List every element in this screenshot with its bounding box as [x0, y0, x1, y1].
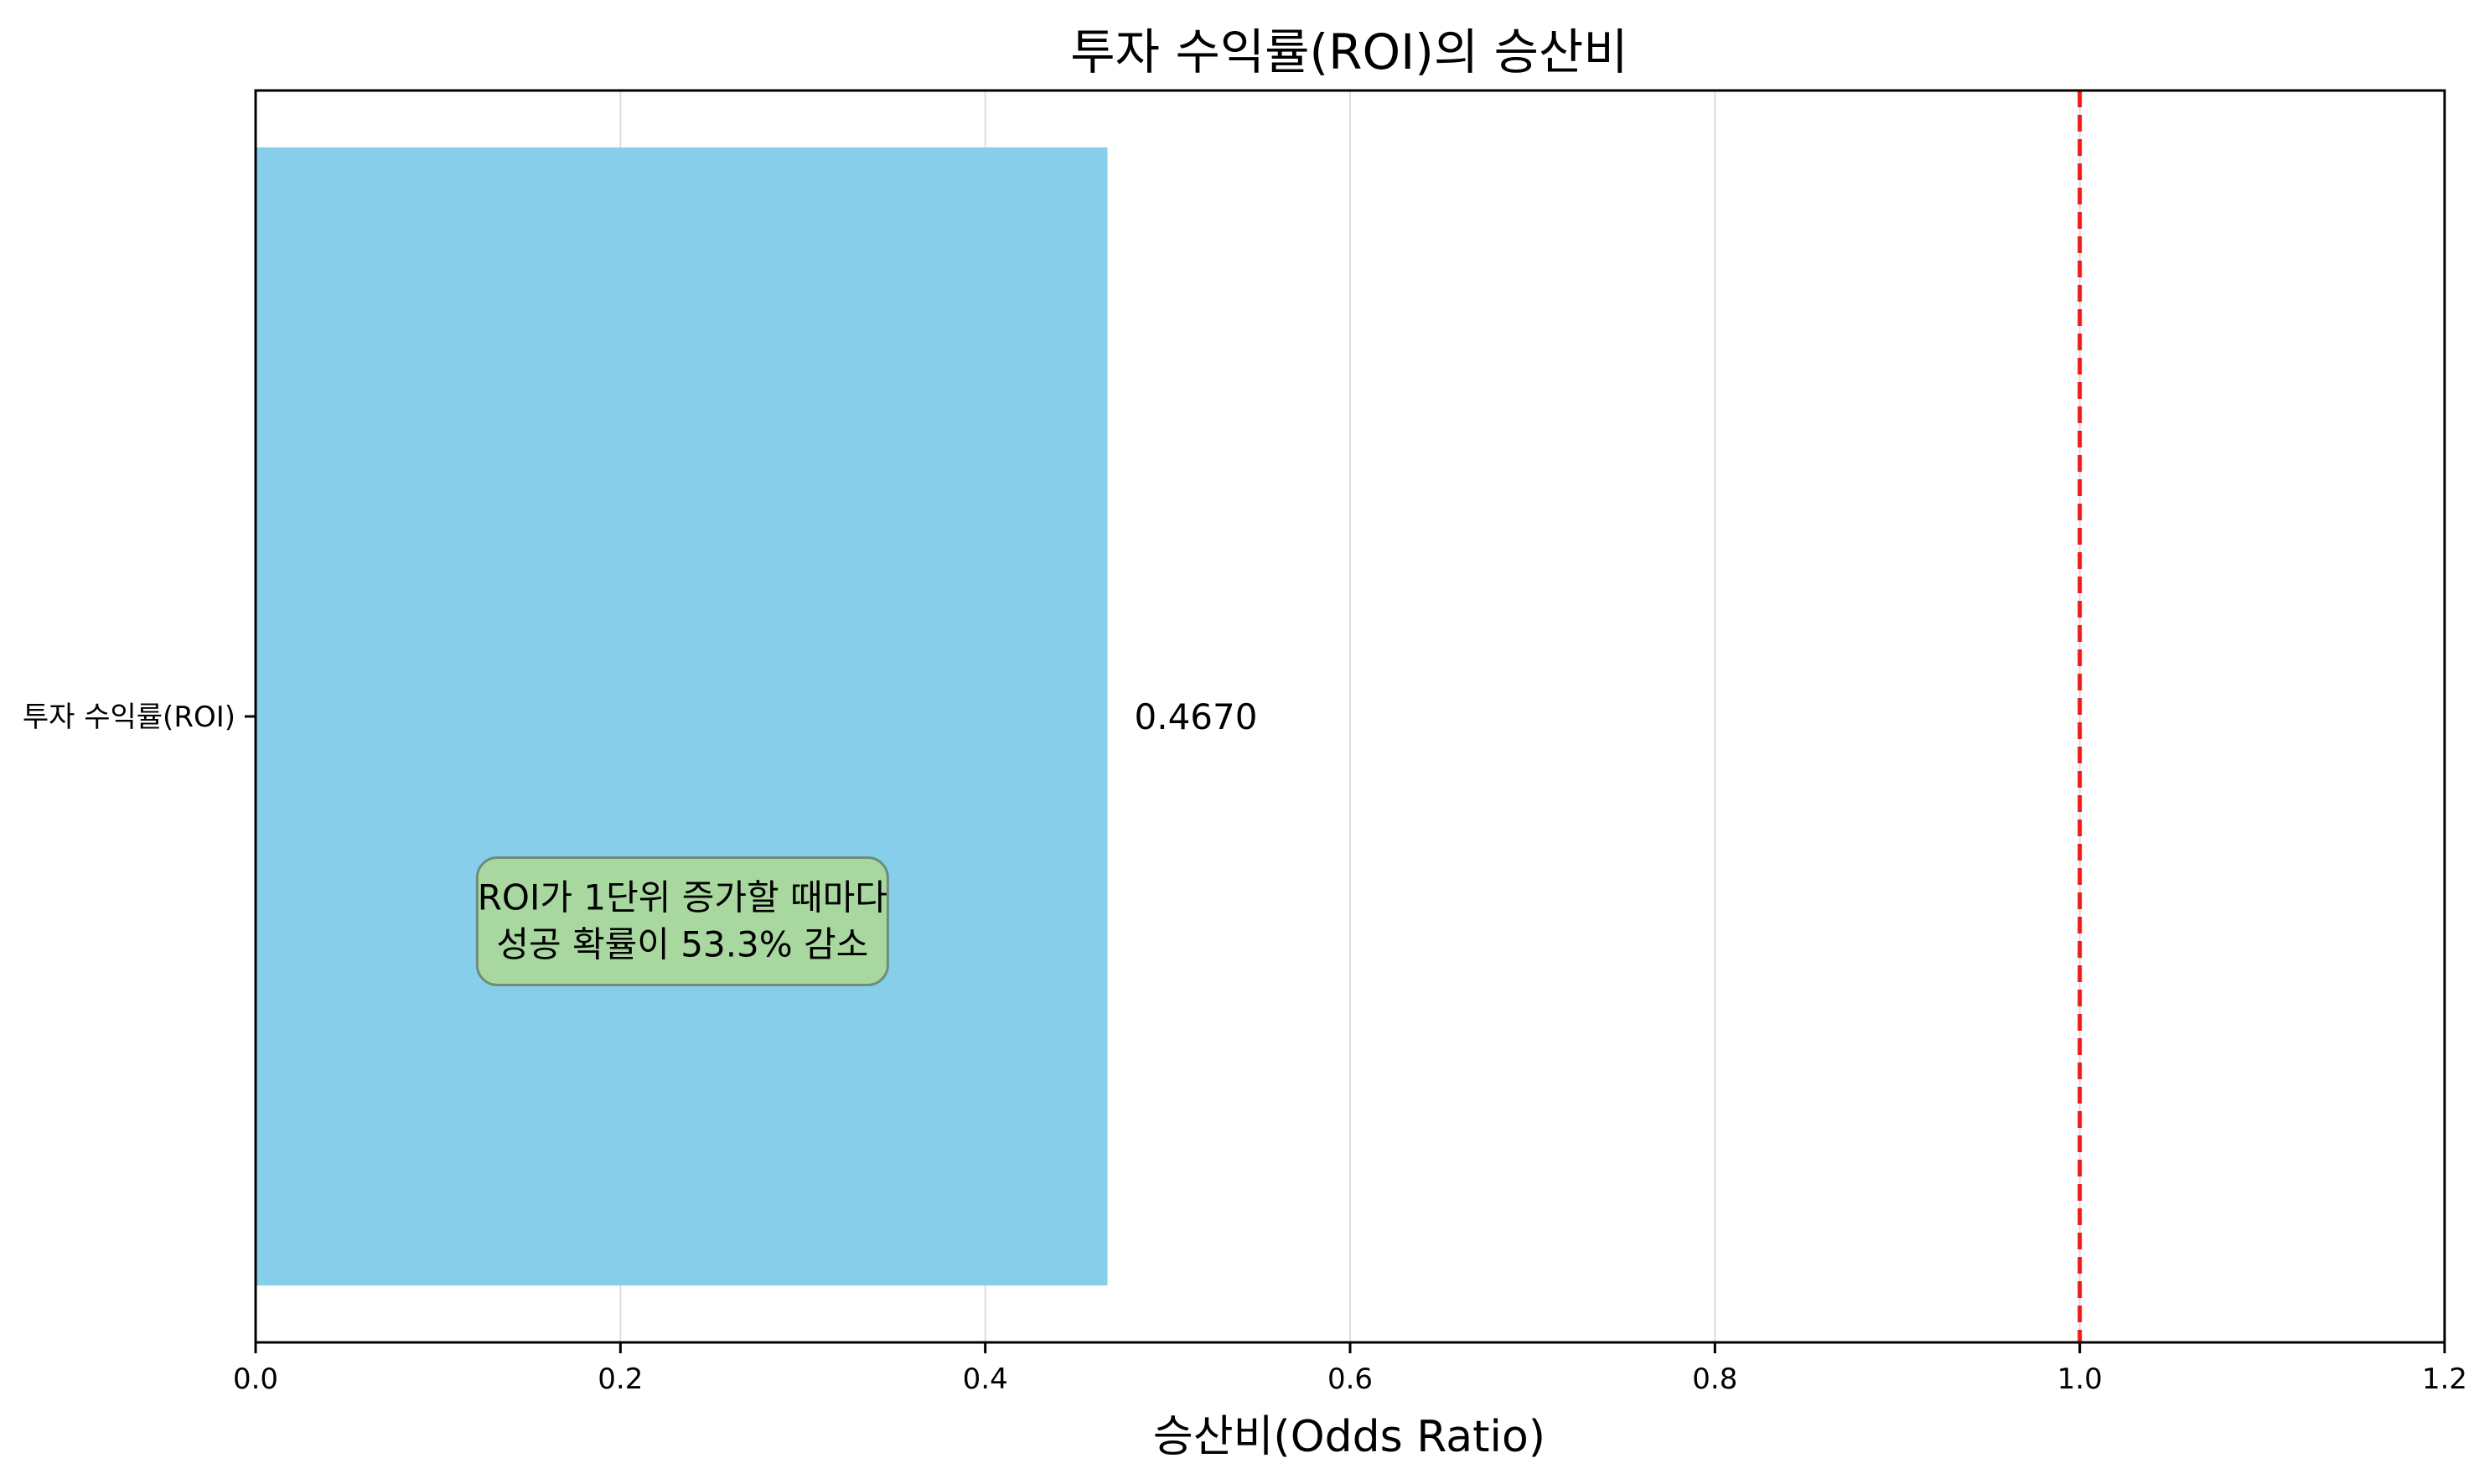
x-tick-label-4: 0.8: [1692, 1362, 1737, 1396]
x-tick-label-5: 1.0: [2057, 1362, 2103, 1396]
y-axis-ticks: 투자 수익률(ROI): [23, 701, 256, 734]
x-tick-label-0: 0.0: [233, 1362, 278, 1396]
bar-0: [256, 147, 1108, 1286]
data-label-0: 0.4670: [1135, 696, 1258, 737]
bars: [256, 147, 1108, 1286]
x-axis-label: 승산비(Odds Ratio): [1153, 1412, 1545, 1462]
annotation-line-0: ROI가 1단위 증가할 때마다: [478, 876, 887, 918]
x-axis-ticks: 0.0 0.2 0.4 0.6 0.8 1.0 1.2: [233, 1342, 2467, 1396]
x-tick-label-1: 0.2: [598, 1362, 643, 1396]
chart-title: 투자 수익률(ROI)의 승산비: [1070, 23, 1627, 80]
annotation-box: [475, 856, 889, 986]
x-tick-label-3: 0.6: [1327, 1362, 1373, 1396]
x-tick-label-2: 0.4: [963, 1362, 1008, 1396]
x-tick-label-6: 1.2: [2422, 1362, 2467, 1396]
annotation-line-1: 성공 확률이 53.3% 감소: [496, 923, 868, 964]
y-tick-label-0: 투자 수익률(ROI): [23, 701, 235, 734]
data-labels: 0.4670: [1135, 696, 1258, 737]
